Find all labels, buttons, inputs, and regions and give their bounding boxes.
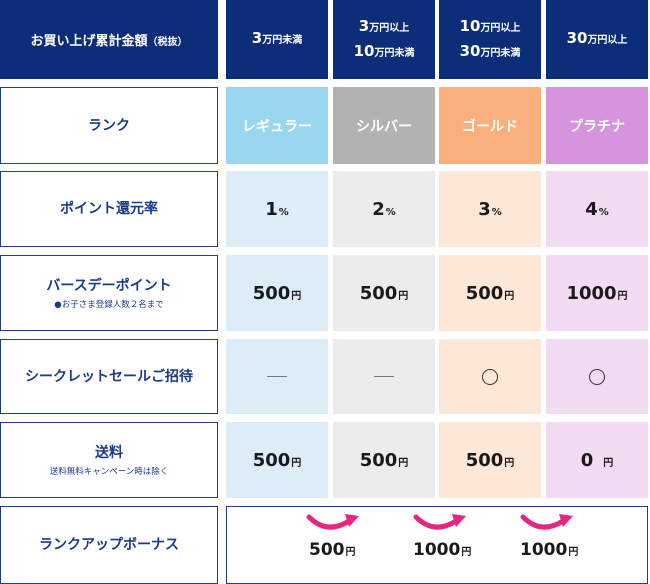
shipping-regular: 500円 [226, 422, 328, 498]
value-unit: % [491, 206, 502, 218]
rank-regular: レギュラー [226, 87, 328, 164]
value-unit: 円 [345, 547, 356, 558]
header-tier-regular: 3万円未満 [226, 0, 328, 79]
tier-unit: 万円未満 [480, 47, 521, 59]
value-number: 3 [478, 198, 491, 220]
tier-unit: 万円以上 [587, 35, 628, 46]
row-label-birthday: バースデーポイント ●お子さま登録人数２名まで [0, 255, 218, 331]
rank-up-bonus-platinum: 1000円 [520, 540, 578, 560]
row-label-text: シークレットセールご招待 [25, 368, 193, 385]
point-rate-gold: 3% [439, 171, 541, 247]
tier-unit: 万円未満 [374, 47, 415, 59]
rank-gold: ゴールド [439, 87, 541, 164]
tier-amount: 10 [459, 16, 481, 35]
rank-name: シルバー [356, 118, 412, 135]
value-unit: 円 [461, 547, 472, 558]
available-circle-icon [589, 368, 605, 385]
rank-platinum: プラチナ [546, 87, 648, 164]
shipping-silver: 500円 [333, 422, 435, 498]
point-rate-regular: 1% [226, 171, 328, 247]
value-unit: 円 [568, 547, 579, 558]
birthday-platinum: 1000円 [546, 255, 648, 331]
rank-name: ゴールド [462, 118, 518, 135]
value-unit: % [278, 206, 289, 218]
header-amount-label: お買い上げ累計金額（税抜） [0, 0, 218, 79]
value-unit: 円 [398, 290, 409, 302]
birthday-gold: 500円 [439, 255, 541, 331]
rank-up-arrow-icon [413, 514, 466, 530]
value-number: 500 [252, 449, 291, 471]
value-unit: 円 [603, 457, 614, 469]
value-number: 1 [265, 198, 278, 220]
header-tier-platinum: 30万円以上 [546, 0, 648, 79]
row-label-secret-sale: シークレットセールご招待 [0, 339, 218, 414]
row-label-text: 送料 [95, 444, 123, 461]
rank-up-bonus-panel: 500円 1000円 1000円 [226, 506, 648, 584]
header-amount-label-note: （税抜） [147, 37, 188, 48]
value-unit: 円 [291, 457, 302, 469]
header-tier-gold: 10万円以上 30万円未満 [439, 0, 541, 79]
value-unit: 円 [398, 457, 409, 469]
not-available-dash-icon [267, 376, 287, 377]
birthday-silver: 500円 [333, 255, 435, 331]
row-label-note: ●お子さま登録人数２名まで [54, 299, 164, 310]
tier-amount: 3 [358, 16, 370, 35]
row-label-shipping: 送料 送料無料キャンペーン時は除く [0, 422, 218, 498]
row-label-note: 送料無料キャンペーン時は除く [49, 466, 169, 477]
value-unit: % [385, 206, 396, 218]
value-number: 1000 [566, 282, 617, 304]
secret-sale-regular [226, 339, 328, 414]
secret-sale-silver [333, 339, 435, 414]
value-number: 1000 [413, 540, 461, 560]
row-label-text: ポイント還元率 [60, 201, 158, 217]
rank-up-bonus-gold: 1000円 [413, 540, 471, 560]
value-number: 4 [585, 198, 598, 220]
value-number: 500 [465, 449, 504, 471]
value-unit: 円 [504, 457, 515, 469]
birthday-regular: 500円 [226, 255, 328, 331]
value-number: 500 [465, 282, 504, 304]
rank-up-arrow-icon [520, 514, 573, 530]
value-number: 500 [359, 282, 398, 304]
rank-name: レギュラー [242, 118, 312, 135]
value-number: 0 [580, 449, 594, 471]
row-label-text: バースデーポイント [46, 277, 172, 294]
value-unit: 円 [504, 290, 515, 302]
row-label-text: ランクアップボーナス [39, 537, 179, 553]
point-rate-platinum: 4% [546, 171, 648, 247]
value-number: 500 [252, 282, 291, 304]
rank-silver: シルバー [333, 87, 435, 164]
tier-unit: 万円未満 [262, 35, 303, 46]
secret-sale-platinum [546, 339, 648, 414]
row-label-rank-up-bonus: ランクアップボーナス [0, 506, 218, 584]
rank-name: プラチナ [569, 118, 625, 135]
value-number: 1000 [520, 540, 568, 560]
tier-unit: 万円以上 [480, 22, 521, 34]
not-available-dash-icon [374, 376, 394, 377]
value-number: 2 [372, 198, 385, 220]
available-circle-icon [482, 368, 498, 385]
rank-up-arrow-icon [306, 514, 359, 530]
tier-amount: 30 [459, 41, 481, 60]
row-label-point-rate: ポイント還元率 [0, 171, 218, 247]
header-amount-label-main: お買い上げ累計金額 [30, 34, 148, 49]
header-tier-silver: 3万円以上 10万円未満 [333, 0, 435, 79]
tier-amount: 3 [251, 29, 263, 47]
tier-amount: 10 [353, 41, 375, 60]
row-label-rank: ランク [0, 87, 218, 164]
shipping-gold: 500円 [439, 422, 541, 498]
rank-up-bonus-silver: 500円 [309, 540, 356, 560]
tier-amount: 30 [566, 29, 588, 47]
value-number: 500 [359, 449, 398, 471]
value-unit: % [598, 206, 609, 218]
value-unit: 円 [617, 290, 628, 302]
point-rate-silver: 2% [333, 171, 435, 247]
value-unit: 円 [291, 290, 302, 302]
value-number: 500 [309, 540, 345, 560]
secret-sale-gold [439, 339, 541, 414]
tier-unit: 万円以上 [369, 22, 410, 34]
row-label-text: ランク [88, 117, 130, 134]
